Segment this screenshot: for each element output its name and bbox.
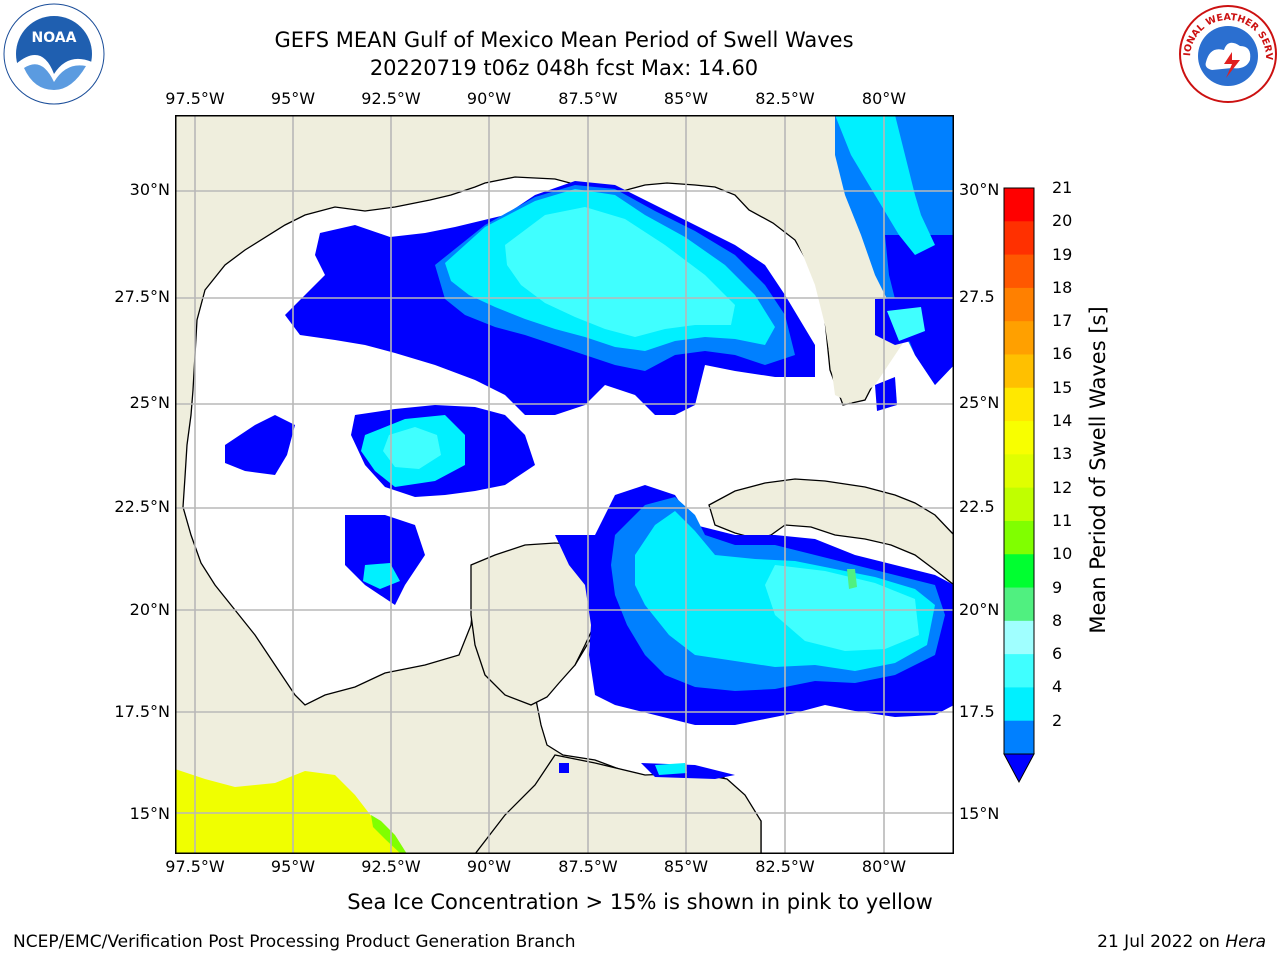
lat-tick-right: 27.5: [959, 287, 995, 306]
colorbar-ticks: 21 20 19 18 17 16 15 14 13 12 11 10 9 8 6 4 2: [1052, 0, 1112, 960]
lon-tick-top: 97.5°W: [165, 89, 225, 108]
colorbar-tick-label: 4: [1052, 677, 1063, 697]
colorbar-swatch: [1004, 387, 1034, 422]
colorbar-tick-label: 21: [1052, 178, 1073, 197]
lon-tick-top: 80°W: [861, 89, 907, 108]
lat-tick-right: 22.5: [959, 497, 995, 516]
colorbar-tick-label: 8: [1052, 610, 1063, 630]
colorbar-swatch: [1004, 687, 1034, 722]
colorbar-swatch: [1004, 354, 1034, 389]
colorbar-tick-label: 15: [1052, 377, 1073, 397]
map-title: GEFS MEAN Gulf of Mexico Mean Period of …: [274, 28, 854, 52]
colorbar-swatch: [1004, 454, 1034, 489]
colorbar-under-arrow: [1003, 753, 1035, 784]
lon-tick-top: 82.5°W: [755, 89, 815, 108]
sea-ice-yellow: [175, 769, 403, 854]
colorbar-tick-label: 11: [1052, 510, 1073, 530]
lat-tick-left: 17.5°N: [114, 702, 170, 721]
colorbar-tick-label: 13: [1052, 444, 1073, 464]
footer-date: 21 Jul 2022 on Hera: [1097, 932, 1266, 952]
footer-date-text: 21 Jul 2022 on: [1097, 932, 1226, 952]
lat-tick-right: 30°N: [959, 180, 1000, 199]
colorbar-tick-label: 12: [1052, 477, 1073, 497]
lon-tick-bottom: 85°W: [663, 857, 709, 876]
colorbar-swatch: [1004, 520, 1034, 555]
lat-tick-left: 22.5°N: [114, 497, 170, 516]
lon-tick-top: 92.5°W: [361, 89, 421, 108]
colorbar-swatch: [1004, 487, 1034, 522]
lat-tick-left: 25°N: [129, 393, 170, 412]
lon-tick-top: 85°W: [663, 89, 709, 108]
land-yucatan: [470, 542, 614, 706]
colorbar-graphic: [1003, 187, 1035, 784]
colorbar-swatch: [1004, 254, 1034, 289]
colorbar-tick-label: 20: [1052, 211, 1073, 231]
colorbar-tick-label: 17: [1052, 311, 1073, 331]
colorbar-swatch: [1004, 321, 1034, 355]
footer-machine: Hera: [1225, 932, 1266, 952]
lat-tick-right: 20°N: [959, 600, 1000, 619]
colorbar-tick-label: 2: [1052, 710, 1063, 730]
colorbar-swatch: [1004, 587, 1034, 622]
footer-note: Sea Ice Concentration > 15% is shown in …: [347, 890, 933, 914]
lat-tick-right: 15°N: [959, 804, 1000, 823]
footer-credit: NCEP/EMC/Verification Post Processing Pr…: [13, 932, 576, 952]
colorbar-swatch: [1004, 421, 1034, 455]
lat-tick-left: 27.5°N: [114, 287, 170, 306]
colorbar-swatch: [1004, 554, 1034, 589]
colorbar-tick-label: 9: [1052, 577, 1063, 597]
colorbar-frame: [1003, 187, 1035, 755]
lon-tick-bottom: 92.5°W: [361, 857, 421, 876]
noaa-logo: NOAA: [2, 2, 106, 106]
land-central-america: [473, 754, 762, 855]
nws-logo: NATIONAL WEATHER SERVICE: [1172, 0, 1280, 106]
colorbar-swatch: [1004, 620, 1034, 655]
lat-tick-left: 15°N: [129, 804, 170, 823]
colorbar-tick-label: 10: [1052, 544, 1073, 564]
colorbar-label: Mean Period of Swell Waves [s]: [1086, 306, 1110, 634]
lon-tick-bottom: 95°W: [270, 857, 316, 876]
colorbar-tick-label: 14: [1052, 411, 1073, 431]
colorbar-swatch: [1004, 287, 1034, 322]
colorbar-tick-label: 6: [1052, 644, 1063, 664]
noaa-logo-text: NOAA: [32, 30, 77, 46]
lat-tick-left: 30°N: [129, 180, 170, 199]
colorbar-tick-label: 16: [1052, 344, 1073, 364]
swell-field: [225, 115, 954, 779]
lon-tick-top: 90°W: [466, 89, 512, 108]
colorbar-swatch: [1004, 720, 1034, 755]
map-canvas: [174, 114, 955, 855]
map-frame: [175, 115, 954, 854]
colorbar-tick-label: 18: [1052, 277, 1073, 297]
graticule: [175, 115, 954, 854]
lon-tick-bottom: 80°W: [861, 857, 907, 876]
sea-ice-green: [371, 815, 407, 854]
colorbar-swatch: [1004, 188, 1034, 222]
colorbar-tick-label: 19: [1052, 244, 1073, 264]
lon-tick-bottom: 97.5°W: [165, 857, 225, 876]
lat-tick-left: 20°N: [129, 600, 170, 619]
lon-tick-top: 95°W: [270, 89, 316, 108]
lon-tick-bottom: 82.5°W: [755, 857, 815, 876]
colorbar: [1000, 186, 1040, 786]
lon-tick-bottom: 90°W: [466, 857, 512, 876]
map-panel[interactable]: [174, 114, 955, 855]
lat-tick-right: 25°N: [959, 393, 1000, 412]
map-subtitle: 20220719 t06z 048h fcst Max: 14.60: [369, 56, 759, 80]
colorbar-swatch: [1004, 654, 1034, 688]
lon-tick-top: 87.5°W: [558, 89, 618, 108]
colorbar-swatch: [1004, 221, 1034, 256]
lat-tick-right: 17.5: [959, 702, 995, 721]
lon-tick-bottom: 87.5°W: [558, 857, 618, 876]
